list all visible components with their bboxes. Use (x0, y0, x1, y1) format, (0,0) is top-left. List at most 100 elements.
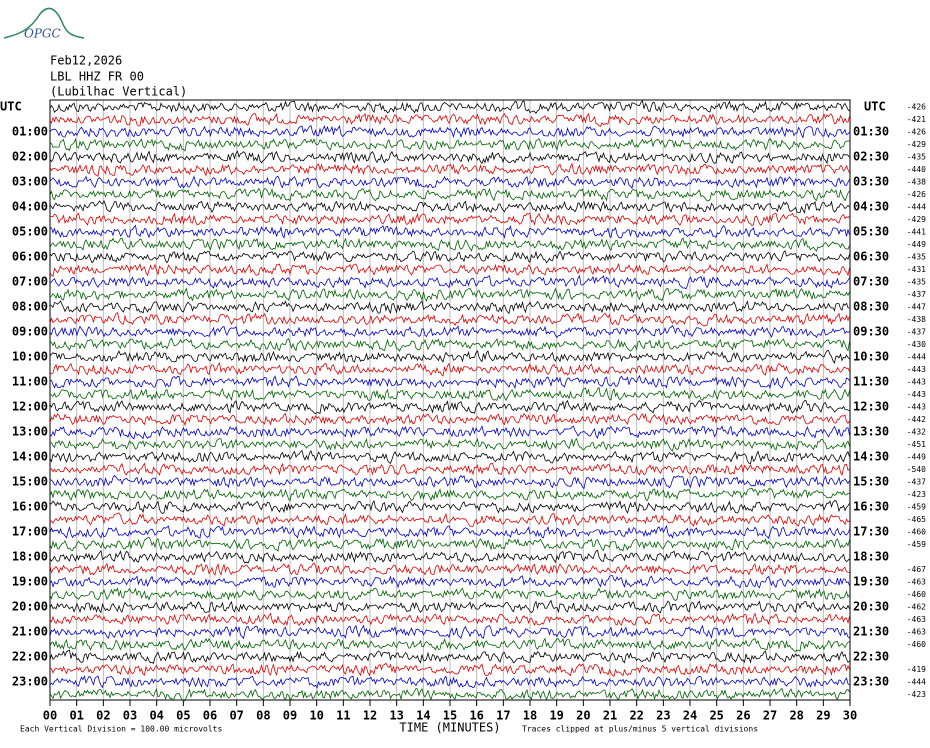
trace (49, 162, 850, 177)
trace (49, 449, 850, 465)
left-time-label: UTC (0, 100, 22, 114)
x-tick-label: 08 (256, 709, 270, 723)
trace (49, 362, 850, 377)
right-time-label: 03:30 (853, 175, 889, 189)
trace (49, 412, 850, 427)
x-tick-label: 04 (149, 709, 163, 723)
x-tick-label: 00 (43, 709, 57, 723)
x-tick-label: 29 (816, 709, 830, 723)
trace-offset: -441 (907, 228, 926, 237)
trace-offset: -443 (907, 378, 926, 387)
trace (49, 212, 850, 227)
left-time-label: 04:00 (12, 200, 48, 214)
trace-offset: -465 (907, 515, 926, 524)
left-time-label: 22:00 (12, 650, 48, 664)
right-time-label: 07:30 (853, 275, 889, 289)
x-tick-label: 22 (629, 709, 643, 723)
left-time-label: 16:00 (12, 500, 48, 514)
chart-subtitle: LBL HHZ FR 00 (50, 70, 144, 84)
trace-offset: -435 (907, 153, 926, 162)
trace (49, 437, 850, 452)
trace (49, 587, 850, 601)
trace (49, 150, 850, 165)
left-time-label: 07:00 (12, 275, 48, 289)
trace-offset: -435 (907, 278, 926, 287)
trace-offset: -438 (907, 315, 926, 324)
clip-note: Traces clipped at plus/minus 5 vertical … (522, 725, 758, 734)
trace-offset: -460 (907, 590, 926, 599)
trace-offset: -421 (907, 115, 926, 124)
trace-offset: -463 (907, 628, 926, 637)
left-time-label: 19:00 (12, 575, 48, 589)
trace-offset: -423 (907, 490, 926, 499)
trace (49, 187, 850, 202)
left-time-label: 21:00 (12, 625, 48, 639)
trace-offset: -426 (907, 190, 926, 199)
trace-offset: -429 (907, 140, 926, 149)
x-tick-label: 26 (736, 709, 750, 723)
left-time-label: 09:00 (12, 325, 48, 339)
logo-text: OPGC (24, 27, 61, 41)
left-time-label: 01:00 (12, 125, 48, 139)
x-tick-label: 24 (683, 709, 697, 723)
left-time-label: 05:00 (12, 225, 48, 239)
trace (49, 386, 850, 402)
trace (49, 350, 850, 364)
right-time-label: 23:30 (853, 675, 889, 689)
x-tick-label: 16 (469, 709, 483, 723)
trace (49, 324, 850, 339)
trace (49, 374, 850, 390)
trace-offset: -462 (907, 603, 926, 612)
trace-offset: -460 (907, 528, 926, 537)
trace-offset: -438 (907, 178, 926, 187)
right-time-label: 22:30 (853, 650, 889, 664)
right-time-label: 06:30 (853, 250, 889, 264)
left-time-label: 14:00 (12, 450, 48, 464)
trace (49, 687, 850, 702)
right-time-label: 11:30 (853, 375, 889, 389)
trace (49, 512, 850, 528)
trace (49, 125, 850, 139)
right-time-label: 08:30 (853, 300, 889, 314)
trace-offset: -437 (907, 328, 926, 337)
trace-offset: -429 (907, 215, 926, 224)
trace (50, 500, 850, 514)
trace (49, 487, 850, 502)
x-tick-label: 20 (576, 709, 590, 723)
left-time-label: 17:00 (12, 525, 48, 539)
trace (49, 549, 850, 564)
trace (49, 675, 850, 689)
trace (49, 474, 850, 490)
trace (49, 337, 850, 352)
trace (49, 300, 850, 315)
right-time-label: 13:30 (853, 425, 889, 439)
chart-title: Feb12,2026 (50, 54, 122, 68)
right-time-label: 19:30 (853, 575, 889, 589)
trace (49, 287, 850, 302)
right-time-label: UTC (864, 100, 886, 114)
trace-offset: -447 (907, 303, 926, 312)
logo-curve (3, 7, 85, 39)
right-time-label: 09:30 (853, 325, 889, 339)
x-axis-label: TIME (MINUTES) (399, 721, 500, 735)
left-time-label: 18:00 (12, 550, 48, 564)
left-time-label: 10:00 (12, 350, 48, 364)
left-time-label: 12:00 (12, 400, 48, 414)
x-tick-label: 11 (336, 709, 350, 723)
right-time-label: 17:30 (853, 525, 889, 539)
trace-offset: -426 (907, 128, 926, 137)
trace-offset: -430 (907, 340, 926, 349)
x-tick-label: 19 (549, 709, 563, 723)
trace (49, 536, 850, 552)
x-tick-label: 12 (363, 709, 377, 723)
trace (49, 575, 850, 589)
x-tick-label: 01 (69, 709, 83, 723)
right-time-label: 21:30 (853, 625, 889, 639)
trace (49, 612, 850, 627)
x-tick-label: 30 (843, 709, 857, 723)
trace-offset: -443 (907, 403, 926, 412)
plot-frame (49, 99, 851, 701)
trace (49, 637, 850, 652)
left-time-label: 08:00 (12, 300, 48, 314)
trace (49, 112, 850, 127)
